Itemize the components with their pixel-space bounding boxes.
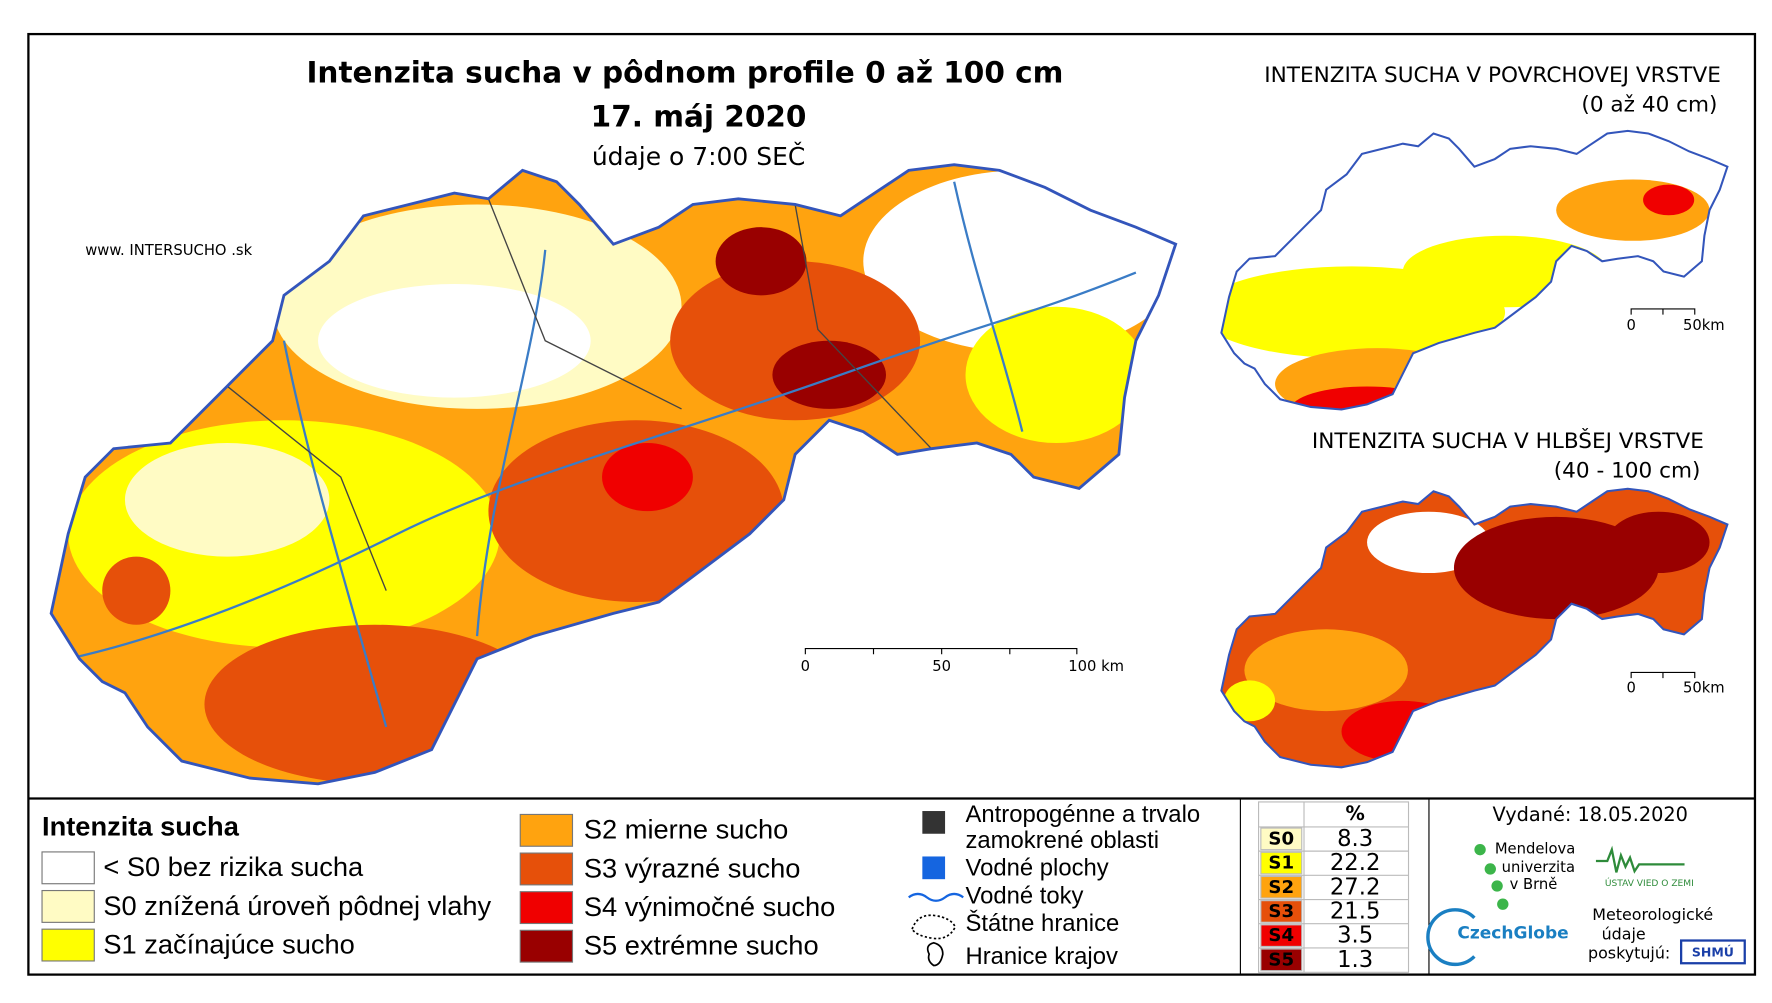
scale-label: 0 [1626,317,1635,334]
icon-border [911,914,957,940]
legend-label: S2 mierne sucho [584,814,788,845]
class-cell [1260,948,1303,972]
scale-bar [1630,671,1696,679]
class-label: S3 [1268,901,1294,922]
percent-value: 8.3 [1337,826,1373,852]
legend-swatch [41,928,95,962]
inset-subtitle: (0 až 40 cm) [1581,93,1717,118]
provider-text: údaje [1602,924,1646,943]
legend-label: S5 extrémne sucho [584,930,819,961]
percent-value: 1.3 [1337,947,1373,973]
legend-label: S1 začínajúce sucho [103,928,354,959]
inset-title: INTENZITA SUCHA V HLBŠEJ VRSTVE [1312,428,1704,454]
inset-subtitle: (40 - 100 cm) [1554,458,1701,483]
class-label: S1 [1268,853,1294,874]
shmu-logo [1679,939,1746,965]
legend-swatch [519,852,574,886]
legend-label: < S0 bez rizika sucha [103,851,364,882]
scale-label: 50km [1683,679,1725,696]
logo-text: univerzita [1502,859,1575,876]
inset-title: INTENZITA SUCHA V POVRCHOVEJ VRSTVE [1264,63,1721,88]
legend-swatch [519,891,574,925]
percent-value: 21.5 [1330,899,1381,925]
map-date: 17. máj 2020 [591,100,807,134]
legend-swatch [41,851,95,885]
legend-label: S4 výnimočné sucho [584,891,835,922]
issued-date: Vydané: 18.05.2020 [1493,803,1688,826]
map-subtitle: údaje o 7:00 SEČ [592,141,806,171]
percent-table: % S0 8.3 S1 22.2 S2 27.2 S3 21.5 S4 3.5 S5 1.3 [1258,801,1410,973]
logo-text: Mendelova [1495,841,1575,858]
legend-title: Intenzita sucha [42,810,240,841]
legend-label: Vodné toky [966,883,1084,910]
mendel-logo [1474,843,1509,910]
scale-label: 100 km [1068,658,1124,675]
uvz-logo [1595,845,1685,874]
scale-bar [1630,308,1696,315]
icon-urban [922,811,946,834]
table-header: % [1345,802,1364,825]
logo-text: SHMÚ [1692,945,1734,960]
class-cell [1260,924,1303,947]
class-label: S0 [1268,828,1294,849]
icon-region [926,941,944,967]
scale-bar [804,648,1078,655]
legend-label: Antropogénne a trvalo [966,801,1201,828]
percent-value: 27.2 [1330,874,1381,900]
class-label: S2 [1268,877,1294,898]
table-frame [1258,801,1410,973]
czechglobe-logo [1426,908,1476,967]
class-cell [1260,851,1303,875]
legend: < S0 bez rizika sucha S0 znížená úroveň p… [41,813,835,963]
class-label: S4 [1268,925,1294,946]
class-cell [1260,900,1303,923]
class-label: S5 [1268,949,1294,970]
map-title: Intenzita sucha v pôdnom profile 0 až 10… [306,55,1063,89]
percent-value: 3.5 [1337,923,1373,949]
class-cell [1260,875,1303,899]
legend-swatch [519,929,574,963]
provider-text: poskytujú: [1588,944,1670,963]
scale-label: 50 [932,658,951,675]
scale-label: 0 [801,658,810,675]
legend-label: S0 znížená úroveň pôdnej vlahy [103,890,491,921]
legend-label: Hranice krajov [966,943,1118,970]
percent-value: 22.2 [1330,850,1381,876]
logo-text: ÚSTAV VIED O ZEMI [1605,877,1694,889]
icon-water [922,856,946,880]
legend-label: Štátne hranice [966,909,1120,937]
legend-swatch [519,813,574,847]
icon-river [908,892,964,902]
legend-label: S3 výrazné sucho [584,852,801,883]
legend-swatch [41,889,95,923]
class-cell [1260,827,1303,851]
legend-label: zamokrené oblasti [966,827,1160,854]
scale-label: 0 [1626,679,1635,696]
logo-text: v Brně [1510,876,1558,893]
legend-label: Vodné plochy [966,854,1109,881]
website: www. INTERSUCHO .sk [85,242,252,259]
scale-label: 50km [1683,317,1725,334]
logo-text: CzechGlobe [1457,924,1568,944]
provider-text: Meteorologické [1592,905,1713,924]
